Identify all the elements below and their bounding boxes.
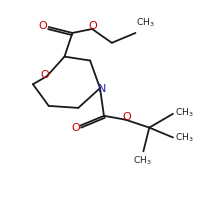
Text: O: O: [38, 21, 47, 31]
Text: O: O: [71, 123, 80, 133]
Text: CH$_3$: CH$_3$: [133, 154, 152, 167]
Text: O: O: [89, 21, 97, 31]
Text: N: N: [98, 84, 106, 94]
Text: CH$_3$: CH$_3$: [175, 131, 194, 144]
Text: O: O: [122, 112, 131, 122]
Text: O: O: [40, 70, 49, 80]
Text: CH$_3$: CH$_3$: [136, 17, 155, 29]
Text: CH$_3$: CH$_3$: [175, 107, 194, 119]
